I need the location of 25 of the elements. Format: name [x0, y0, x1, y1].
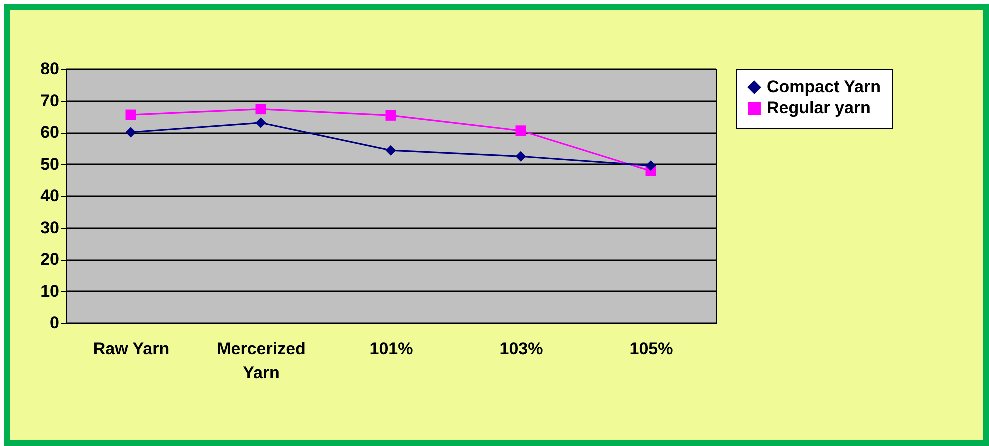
- point: [256, 118, 266, 128]
- y-tick-label: 80: [40, 60, 60, 78]
- point: [256, 104, 266, 115]
- y-tick-label: 20: [40, 250, 60, 269]
- y-tick-label: 40: [40, 186, 60, 206]
- x-tick-label: 105%: [630, 340, 674, 358]
- y-tick-label: 10: [40, 282, 60, 301]
- y-tick-label: 70: [40, 91, 60, 110]
- point: [386, 110, 396, 121]
- point: [516, 151, 526, 162]
- point: [646, 160, 656, 172]
- y-tick-label: 50: [40, 154, 60, 174]
- x-tick-label: 101%: [370, 340, 414, 358]
- point: [386, 145, 396, 156]
- y-tick-label: 0: [50, 314, 60, 332]
- x-tick-label: Mercerized Yarn: [217, 340, 306, 382]
- x-tick-label: Raw Yarn: [93, 340, 170, 358]
- legend-label: Compact Yarn: [767, 78, 882, 96]
- legend-label: Regular yarn: [767, 98, 871, 118]
- point: [126, 110, 136, 120]
- point: [126, 127, 136, 138]
- x-tick-label: 103%: [500, 340, 544, 358]
- point: [516, 126, 526, 136]
- y-tick-label: 60: [40, 123, 60, 142]
- y-tick-label: 30: [40, 218, 60, 238]
